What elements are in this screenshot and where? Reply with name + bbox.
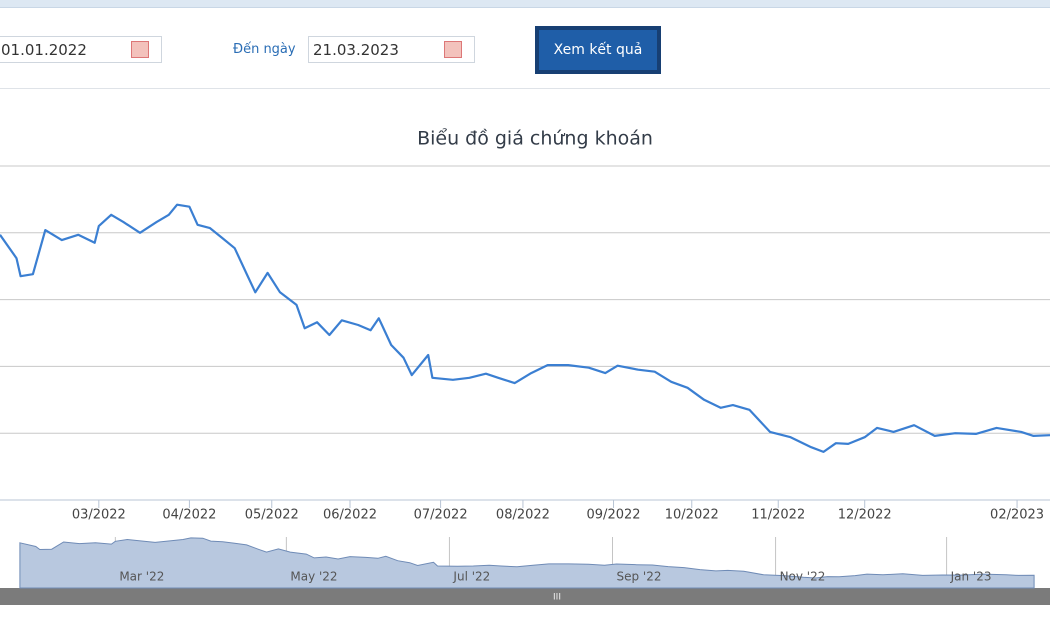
calendar-icon[interactable]	[131, 41, 149, 58]
separator	[0, 88, 1050, 89]
navigator-tick-label: Sep '22	[617, 570, 662, 584]
x-tick-label: 06/2022	[323, 508, 377, 523]
submit-button[interactable]: Xem kết quả	[535, 26, 661, 74]
x-tick-label: 02/2023	[990, 508, 1044, 523]
calendar-icon[interactable]	[444, 41, 462, 58]
navigator-tick-label: Nov '22	[780, 570, 826, 584]
navigator-area	[19, 537, 1035, 589]
x-tick-label: 03/2022	[72, 508, 126, 523]
from-date: 01.01.2022	[1, 41, 87, 59]
x-tick-label: 12/2022	[838, 508, 892, 523]
to-date-input[interactable]: 21.03.2023	[308, 36, 475, 63]
x-tick-label: 10/2022	[665, 508, 719, 523]
x-tick-label: 09/2022	[587, 508, 641, 523]
navigator-tick-label: Mar '22	[119, 570, 164, 584]
x-tick-label: 08/2022	[496, 508, 550, 523]
top-bar	[0, 0, 1050, 8]
navigator-tick-label: May '22	[290, 570, 337, 584]
x-tick-label: 11/2022	[751, 508, 805, 523]
price-line	[0, 203, 1050, 453]
x-tick-label: 05/2022	[245, 508, 299, 523]
navigator-tick-label: Jan '23	[950, 570, 992, 584]
chart-title: Biểu đồ giá chứng khoán	[417, 128, 653, 150]
scrollbar[interactable]	[0, 588, 1050, 605]
scrollbar-grip[interactable]: III	[553, 593, 561, 603]
to-date: 21.03.2023	[313, 41, 399, 59]
x-tick-label: 07/2022	[414, 508, 468, 523]
navigator-tick-label: Jul '22	[452, 570, 490, 584]
x-tick-label: 04/2022	[162, 508, 216, 523]
from-date-input[interactable]: 01.01.2022	[0, 36, 162, 63]
to-label: Đến ngày	[233, 42, 296, 57]
